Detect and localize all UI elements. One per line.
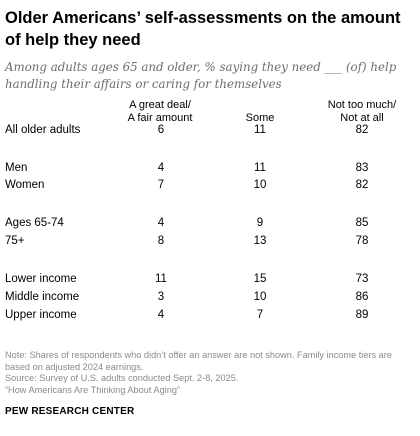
note-text: Note: Shares of respondents who didn’t o… bbox=[5, 350, 392, 372]
cell-some: 10 bbox=[253, 291, 267, 303]
cell-not-too-much: 78 bbox=[355, 235, 369, 247]
table-row-75-plus: 75+ 8 13 78 bbox=[0, 235, 420, 251]
cell-great-deal: 6 bbox=[157, 124, 165, 136]
cell-not-too-much: 86 bbox=[355, 291, 369, 303]
row-label: All older adults bbox=[5, 124, 81, 136]
cell-not-too-much: 73 bbox=[355, 273, 369, 285]
cell-some: 9 bbox=[256, 217, 264, 229]
column-header-not-too-much-line2: Not at all bbox=[340, 112, 384, 124]
report-title-text: “How Americans Are Thinking About Aging” bbox=[5, 384, 180, 395]
row-label: Ages 65-74 bbox=[5, 217, 64, 229]
cell-great-deal: 4 bbox=[157, 217, 165, 229]
cell-great-deal: 3 bbox=[157, 291, 165, 303]
row-label: 75+ bbox=[5, 235, 25, 247]
cell-some: 13 bbox=[253, 235, 267, 247]
column-header-great-deal-line2: A fair amount bbox=[127, 112, 193, 124]
table-row-ages-65-74: Ages 65-74 4 9 85 bbox=[0, 217, 420, 233]
cell-great-deal: 4 bbox=[157, 309, 165, 321]
row-label: Lower income bbox=[5, 273, 77, 285]
cell-not-too-much: 82 bbox=[355, 179, 369, 191]
cell-great-deal: 4 bbox=[157, 162, 165, 174]
row-label: Men bbox=[5, 162, 28, 174]
cell-some: 11 bbox=[254, 124, 266, 136]
table-row-lower-income: Lower income 11 15 73 bbox=[0, 273, 420, 289]
cell-not-too-much: 83 bbox=[355, 162, 369, 174]
table-row-middle-income: Middle income 3 10 86 bbox=[0, 291, 420, 307]
row-label: Middle income bbox=[5, 291, 80, 303]
column-header-great-deal: A great deal/ A fair amount bbox=[105, 99, 215, 125]
cell-not-too-much: 85 bbox=[355, 217, 369, 229]
row-label: Upper income bbox=[5, 309, 77, 321]
chart-title: Older Americans’ self-assessments on the… bbox=[5, 9, 401, 49]
table-row-men: Men 4 11 83 bbox=[0, 162, 420, 178]
cell-some: 7 bbox=[256, 309, 264, 321]
chart-subtitle: Among adults ages 65 and older, % saying… bbox=[5, 60, 397, 91]
cell-great-deal: 11 bbox=[155, 273, 167, 285]
column-header-great-deal-line1: A great deal/ bbox=[129, 99, 191, 111]
cell-some: 11 bbox=[254, 162, 266, 174]
column-header-not-too-much-line1: Not too much/ bbox=[327, 99, 397, 111]
table-row-upper-income: Upper income 4 7 89 bbox=[0, 309, 420, 325]
row-label: Women bbox=[5, 179, 45, 191]
brand-logo-text: PEW RESEARCH CENTER bbox=[5, 406, 135, 417]
cell-not-too-much: 89 bbox=[355, 309, 369, 321]
source-text: Source: Survey of U.S. adults conducted … bbox=[5, 373, 239, 384]
table-row-women: Women 7 10 82 bbox=[0, 179, 420, 195]
column-header-not-too-much: Not too much/ Not at all bbox=[307, 99, 417, 125]
column-header-some-line2: Some bbox=[245, 112, 275, 124]
cell-not-too-much: 82 bbox=[355, 124, 369, 136]
column-header-some: Some bbox=[225, 112, 295, 125]
cell-great-deal: 8 bbox=[157, 235, 165, 247]
cell-great-deal: 7 bbox=[157, 179, 165, 191]
cell-some: 10 bbox=[253, 179, 267, 191]
table-row-all-older-adults: All older adults 6 11 82 bbox=[0, 124, 420, 140]
cell-some: 15 bbox=[253, 273, 267, 285]
chart-notes: Note: Shares of respondents who didn’t o… bbox=[5, 350, 415, 396]
